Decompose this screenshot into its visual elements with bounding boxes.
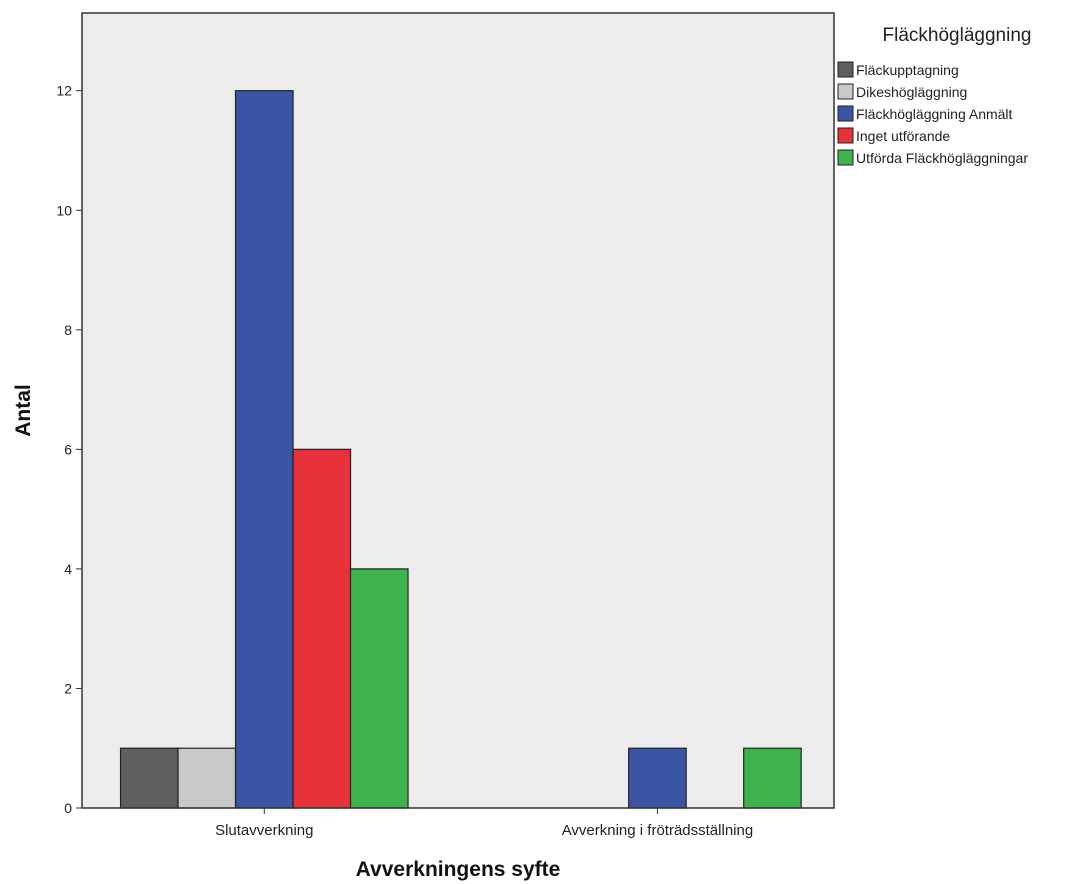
y-axis: 0 2 4 6 8 10 12	[56, 83, 82, 816]
x-tick-label: Slutavverkning	[215, 822, 313, 839]
legend-item-label: Fläckupptagning	[856, 62, 959, 78]
legend-item-label: Dikeshögläggning	[856, 84, 967, 100]
x-axis-title: Avverkningens syfte	[356, 858, 561, 881]
legend-swatch	[838, 106, 853, 121]
legend-swatch	[838, 62, 853, 77]
y-tick-label: 10	[56, 202, 72, 218]
bar-0-3	[293, 449, 351, 808]
x-tick-label: Avverkning i fröträdsställning	[562, 822, 753, 839]
bar-0-1	[178, 748, 236, 808]
y-tick-label: 8	[64, 322, 72, 338]
y-tick-label: 0	[64, 800, 72, 816]
bar-0-4	[351, 569, 409, 808]
y-tick-label: 2	[64, 680, 72, 696]
y-tick-label: 6	[64, 441, 72, 457]
legend-swatch	[838, 150, 853, 165]
bar-1-4	[744, 748, 802, 808]
legend-swatch	[838, 128, 853, 143]
plot-background	[82, 13, 834, 808]
legend-item-label: Utförda Fläckhögläggningar	[856, 150, 1028, 166]
legend-swatch	[838, 84, 853, 99]
legend-title: Fläckhögläggning	[883, 25, 1032, 46]
legend-item-label: Fläckhögläggning Anmält	[856, 106, 1013, 122]
y-tick-label: 12	[56, 83, 72, 99]
bar-1-2	[629, 748, 687, 808]
y-axis-title: Antal	[12, 384, 35, 437]
bar-0-2	[236, 91, 293, 808]
legend-item-label: Inget utförande	[856, 128, 950, 144]
y-tick-label: 4	[64, 561, 72, 577]
x-axis: Slutavverkning Avverkning i fröträdsställ…	[215, 808, 753, 839]
legend: Fläckhögläggning Fläckupptagning Dikeshög…	[838, 25, 1031, 166]
bar-0-0	[121, 748, 178, 808]
